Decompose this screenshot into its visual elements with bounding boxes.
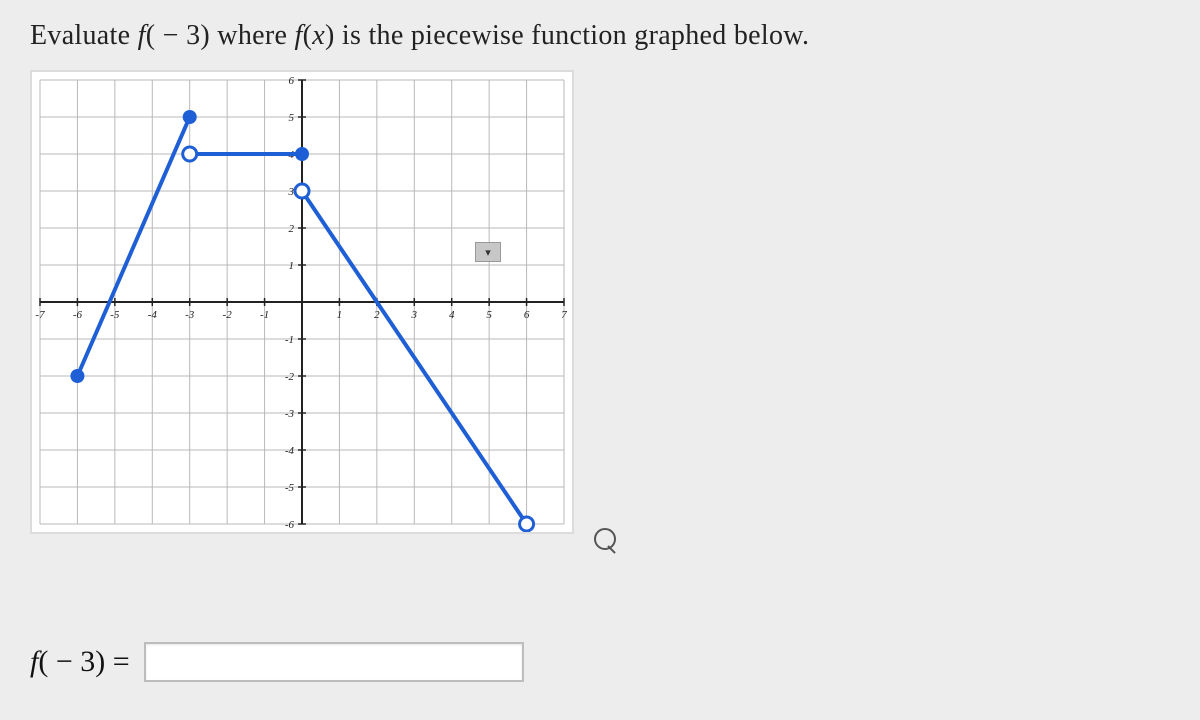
answer-input[interactable] xyxy=(144,642,524,682)
svg-text:-3: -3 xyxy=(185,309,195,321)
prompt-f1: f xyxy=(138,20,146,51)
svg-text:-2: -2 xyxy=(285,371,295,383)
svg-text:1: 1 xyxy=(289,260,295,272)
svg-text:-7: -7 xyxy=(35,309,45,321)
magnifier-icon[interactable] xyxy=(592,528,618,554)
prompt-f1-args: ( − 3) xyxy=(146,20,210,51)
svg-text:-4: -4 xyxy=(285,445,295,457)
svg-text:3: 3 xyxy=(288,186,295,198)
svg-text:-2: -2 xyxy=(223,309,233,321)
prompt-before: Evaluate xyxy=(30,20,138,51)
svg-text:-3: -3 xyxy=(285,408,295,420)
svg-text:-5: -5 xyxy=(285,482,295,494)
prompt-f2: f xyxy=(295,20,303,51)
svg-text:-6: -6 xyxy=(285,519,295,531)
piecewise-graph: -7-6-5-4-3-2-11234567-6-5-4-3-2-1123456 xyxy=(32,72,572,532)
prompt-mid: where xyxy=(210,20,295,51)
question-page: Evaluate f( − 3) where f(x) is the piece… xyxy=(0,0,1200,720)
svg-text:-6: -6 xyxy=(73,309,83,321)
prompt-f2-args: (x) xyxy=(303,20,335,51)
svg-text:2: 2 xyxy=(374,309,380,321)
svg-text:2: 2 xyxy=(289,223,295,235)
svg-text:-1: -1 xyxy=(260,309,269,321)
question-text: Evaluate f( − 3) where f(x) is the piece… xyxy=(30,20,1170,52)
svg-text:5: 5 xyxy=(289,112,295,124)
svg-text:4: 4 xyxy=(449,309,455,321)
graph-dropdown-icon[interactable]: ▾ xyxy=(475,242,501,262)
svg-text:6: 6 xyxy=(289,75,295,87)
svg-text:-4: -4 xyxy=(148,309,158,321)
svg-text:7: 7 xyxy=(561,309,567,321)
graph-container: -7-6-5-4-3-2-11234567-6-5-4-3-2-1123456 … xyxy=(30,70,574,534)
svg-text:3: 3 xyxy=(411,309,418,321)
prompt-after: is the piecewise function graphed below. xyxy=(335,20,810,51)
answer-row: f( − 3) = xyxy=(30,642,524,682)
svg-text:5: 5 xyxy=(486,309,492,321)
svg-text:-1: -1 xyxy=(285,334,294,346)
svg-text:1: 1 xyxy=(337,309,343,321)
svg-text:-5: -5 xyxy=(110,309,120,321)
svg-text:6: 6 xyxy=(524,309,530,321)
answer-label: f( − 3) = xyxy=(30,645,130,679)
answer-f-args: ( − 3) = xyxy=(38,645,129,678)
